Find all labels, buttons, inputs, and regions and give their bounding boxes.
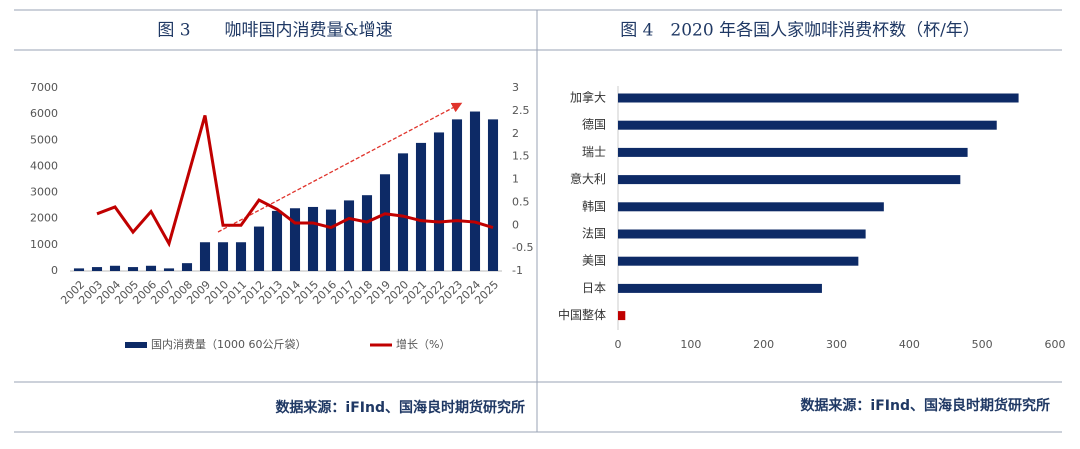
bar [181, 263, 193, 271]
bar [487, 119, 499, 271]
bar [145, 265, 157, 271]
y2-tick-label: -0.5 [512, 241, 533, 254]
x-tick-label: 500 [972, 338, 993, 351]
y2-tick-label: 0.5 [512, 195, 530, 208]
bar [271, 210, 283, 271]
bar [325, 209, 337, 271]
y-tick-label: 0 [51, 264, 58, 277]
bar [618, 202, 884, 212]
y2-tick-label: 1.5 [512, 150, 530, 163]
y2-tick-label: 0 [512, 218, 519, 231]
y-tick-label: 中国整体 [558, 307, 606, 322]
bar [618, 175, 961, 185]
bar [127, 267, 139, 271]
y2-tick-label: 2.5 [512, 104, 530, 117]
y-tick-label: 3000 [30, 186, 58, 199]
x-tick-label: 100 [680, 338, 701, 351]
bar [289, 208, 301, 271]
bar [397, 153, 409, 271]
bar [307, 206, 319, 271]
bar [235, 242, 247, 271]
x-tick-label: 300 [826, 338, 847, 351]
line [96, 115, 494, 248]
trend-arrow [217, 102, 463, 233]
bar [618, 283, 822, 293]
bar [415, 142, 427, 271]
bar [618, 120, 997, 130]
bar [618, 311, 626, 321]
y-tick-label: 意大利 [570, 171, 606, 186]
bar [217, 242, 229, 271]
bar [361, 195, 373, 271]
bar [451, 119, 463, 271]
bar [469, 111, 481, 272]
x-tick-label: 600 [1045, 338, 1066, 351]
y-tick-label: 6000 [30, 107, 58, 120]
bar [73, 268, 85, 271]
y-tick-label: 德国 [582, 117, 606, 132]
y-tick-label: 韩国 [582, 198, 606, 213]
y2-tick-label: 2 [512, 127, 519, 140]
bar [618, 229, 866, 239]
bar [163, 268, 175, 271]
bar [253, 226, 265, 271]
y-tick-label: 瑞士 [582, 145, 606, 159]
legend-label: 国内消费量（1000 60公斤袋） [151, 337, 307, 351]
bar [109, 265, 121, 271]
bar [343, 200, 355, 271]
y-tick-label: 5000 [30, 133, 58, 146]
y-tick-label: 1000 [30, 238, 58, 251]
chart-title: 图 4 2020 年各国人家咖啡消费杯数（杯/年） [620, 21, 980, 41]
y2-tick-label: -1 [512, 264, 523, 277]
chart-title: 图 3 咖啡国内消费量&增速 [157, 21, 392, 41]
y-tick-label: 4000 [30, 159, 58, 172]
y2-tick-label: 3 [512, 81, 519, 94]
x-tick-label: 200 [753, 338, 774, 351]
source: 数据来源：iFInd、国海良时期货研究所 [275, 399, 525, 416]
y-tick-label: 2000 [30, 212, 58, 225]
bar [618, 147, 968, 157]
y2-tick-label: 1 [512, 173, 519, 186]
source: 数据来源：iFInd、国海良时期货研究所 [800, 397, 1050, 414]
y-tick-label: 法国 [582, 227, 606, 241]
bar [91, 267, 103, 271]
bar [379, 174, 391, 271]
legend-swatch [125, 342, 147, 348]
bar [618, 256, 859, 266]
y-tick-label: 美国 [582, 254, 606, 268]
x-tick-label: 400 [899, 338, 920, 351]
bar [433, 132, 445, 271]
y-tick-label: 加拿大 [570, 90, 606, 105]
y-tick-label: 日本 [582, 281, 606, 295]
y-tick-label: 7000 [30, 81, 58, 94]
legend-label: 增长（%） [396, 337, 450, 351]
x-tick-label: 0 [615, 338, 622, 351]
bar [199, 242, 211, 271]
bar [618, 93, 1019, 103]
